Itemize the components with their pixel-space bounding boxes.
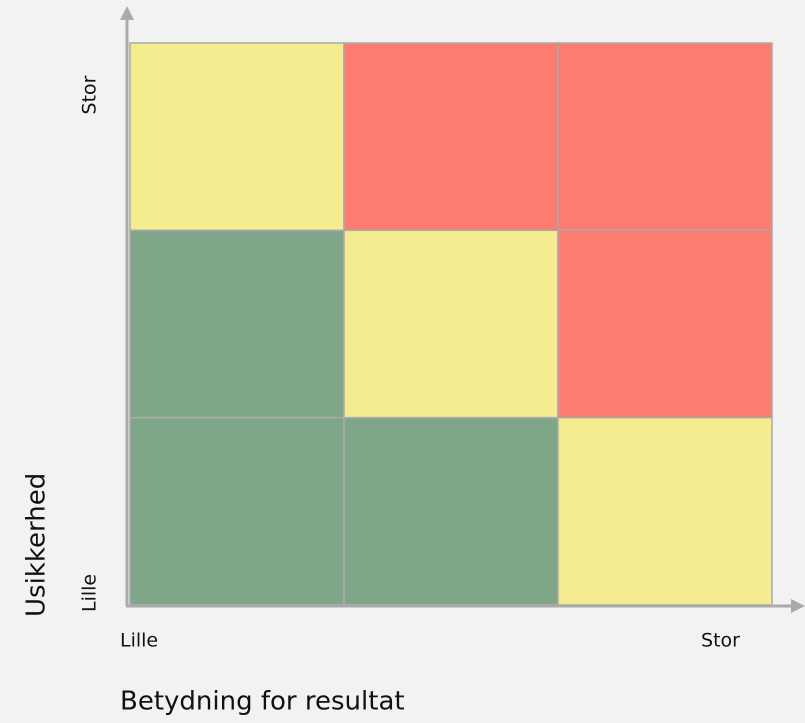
y-low-label: Lille (79, 574, 101, 612)
matrix-cell (557, 229, 773, 419)
matrix-cell (129, 416, 345, 606)
x-axis-title: Betydning for resultat (120, 687, 405, 717)
matrix-cell (129, 229, 345, 419)
x-high-label: Stor (701, 630, 740, 652)
matrix-cell (343, 416, 559, 606)
matrix-cell (557, 42, 773, 232)
x-axis-arrow (791, 599, 805, 613)
y-high-label: Stor (79, 75, 101, 114)
matrix-cell (343, 42, 559, 232)
matrix-cell (129, 42, 345, 232)
matrix-cell (343, 229, 559, 419)
cells (129, 42, 773, 606)
y-axis-arrow (120, 6, 134, 20)
x-low-label: Lille (120, 630, 158, 652)
matrix-cell (557, 416, 773, 606)
y-axis-title: Usikkerhed (22, 473, 52, 617)
